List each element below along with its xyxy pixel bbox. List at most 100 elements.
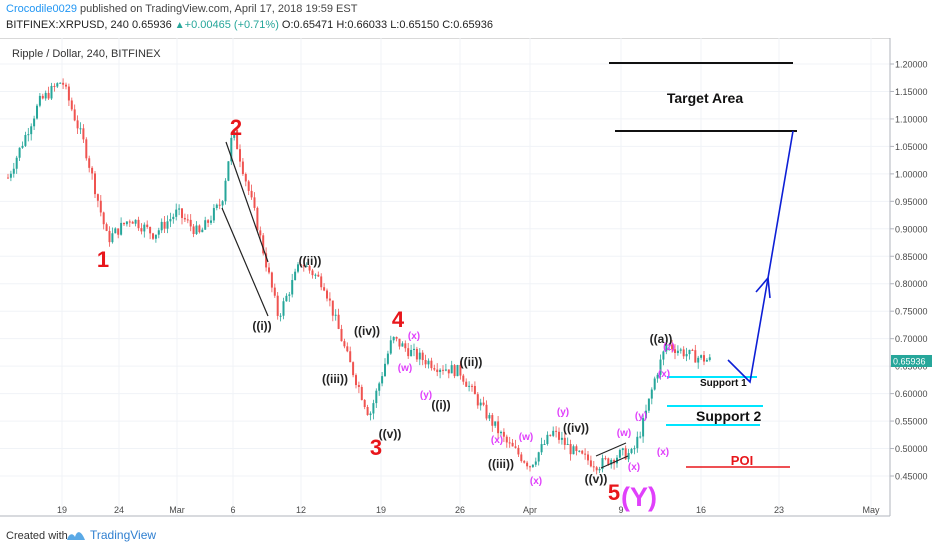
candle-up [610,459,613,465]
candle-up [543,443,546,445]
candle-up [375,390,378,404]
candle-up [160,221,163,231]
candle-up [444,369,447,371]
candle-down [505,436,508,443]
author-link[interactable]: Crocodile0029 [6,3,77,15]
last-price-box [891,354,932,367]
candle-up [450,365,453,374]
candle-down [96,194,99,201]
candle-down [53,85,56,87]
candle-up [601,458,604,469]
candle-down [349,351,352,363]
price-tick-label: 1.10000 [895,114,928,124]
candle-down [433,368,436,370]
tradingview-logo-icon [67,532,85,540]
candle-down [485,404,488,419]
candle-up [560,437,563,440]
candle-up [178,208,181,210]
wave-1-label: 1 [97,247,109,272]
candle-down [91,167,94,174]
candle-up [195,225,198,235]
candle-up [157,230,160,235]
candle-up [381,376,384,384]
candle-up [285,295,288,302]
candle-down [117,228,120,235]
price-tick-label: 0.90000 [895,224,928,234]
poi-label: POI [731,453,753,468]
time-tick-label: 24 [114,505,124,515]
candle-up [56,83,59,87]
drawings: Target Area Support 1 Support 2 POI [221,62,797,469]
candle-down [691,349,694,351]
candle-up [566,444,569,446]
candle-down [94,173,96,195]
candle-down [88,158,91,168]
price-tick-label: 1.20000 [895,60,928,70]
candle-down [128,221,131,223]
candle-up [204,220,207,230]
change-value: +0.00465 (+0.71%) [184,19,279,31]
candle-down [343,341,346,347]
candle-up [531,464,534,467]
candle-up [546,434,549,444]
candle-up [647,398,650,411]
candle-up [50,85,53,99]
candle-down [137,219,140,229]
wedge-line [600,455,629,469]
tradingview-brand[interactable]: TradingView [66,528,156,542]
candle-down [592,466,595,468]
candle-down [430,360,433,369]
candle-down [407,348,410,357]
candle-up [572,446,575,455]
publish-text: published on TradingView.com, April 17, … [80,3,358,15]
target-area-label: Target Area [667,90,743,106]
candle-down [7,177,9,179]
candle-up [212,208,215,221]
candle-up [227,161,230,181]
last-price-label: 0.65936 [893,356,926,366]
candle-up [410,349,413,357]
candle-down [256,207,259,231]
candle-down [207,220,210,223]
last-price: 0.65936 [131,19,172,31]
corrective-wave-label: (x) [408,331,420,342]
candle-down [584,453,587,455]
minor-wave-label: ((iii)) [322,372,348,386]
candle-up [705,359,708,362]
candle-up [38,95,41,106]
time-tick-label: 19 [57,505,67,515]
candle-up [636,436,639,449]
candle-down [276,295,279,316]
candle-up [297,264,299,272]
brand-name: TradingView [90,528,157,542]
high-value: H:0.66033 [336,19,388,31]
minor-wave-label: ((iv)) [354,324,380,338]
price-tick-label: 1.00000 [895,169,928,179]
candle-down [259,230,262,236]
candle-down [589,460,592,467]
candle-down [239,149,241,162]
candle-down [421,352,424,361]
trend-line [221,207,269,317]
support-2-label: Support 2 [696,408,762,424]
time-tick-label: May [862,505,880,515]
candle-up [378,383,381,391]
candle-down [99,200,102,213]
candle-up [392,336,395,341]
candle-down [529,466,531,468]
candle-down [502,431,505,437]
candle-down [186,219,189,221]
candle-down [65,84,67,87]
chart-title: Ripple / Dollar, 240, BITFINEX [12,48,161,60]
candle-down [236,129,239,150]
candle-up [384,363,386,377]
candle-down [189,219,192,227]
candle-down [459,364,462,376]
candle-up [427,360,430,365]
time-tick-label: 23 [774,505,784,515]
candle-down [404,343,407,349]
corrective-wave-label: (x) [530,476,542,487]
candle-up [12,168,15,174]
candle-up [279,315,282,317]
